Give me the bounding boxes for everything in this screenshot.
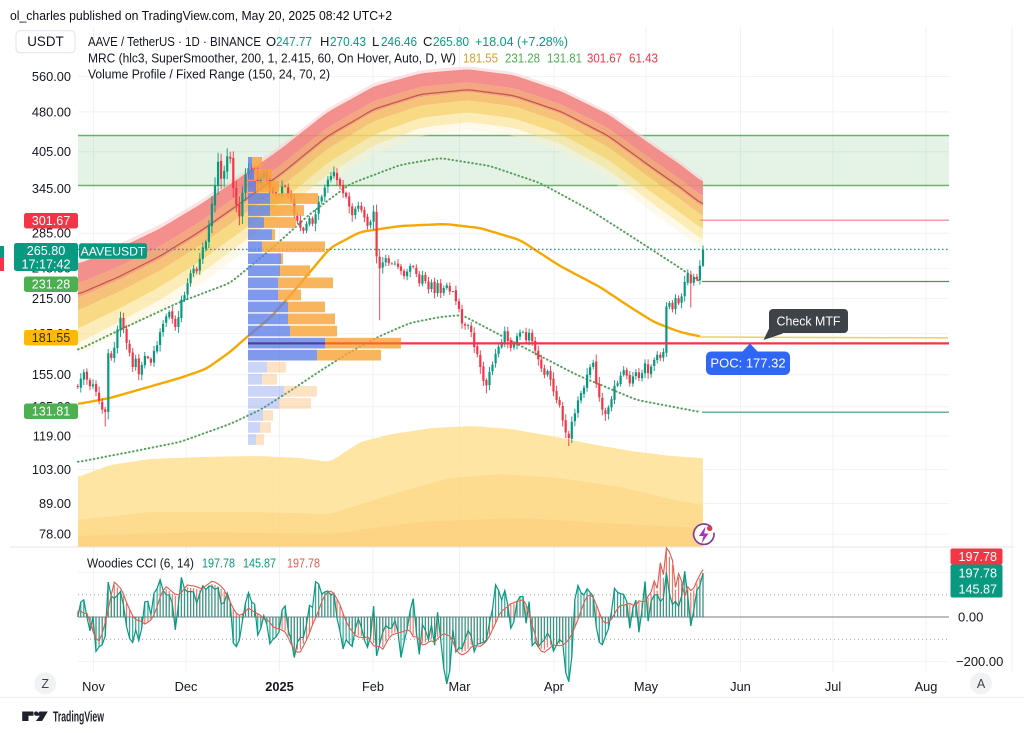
svg-text:O: O: [266, 34, 276, 49]
svg-text:265.80: 265.80: [27, 244, 66, 258]
svg-text:131.81: 131.81: [32, 405, 71, 419]
svg-text:231.28: 231.28: [32, 278, 71, 292]
svg-text:345.00: 345.00: [32, 181, 71, 196]
svg-text:145.87: 145.87: [243, 556, 276, 571]
svg-text:215.00: 215.00: [32, 291, 71, 306]
svg-text:May: May: [634, 679, 659, 694]
svg-text:+18.04 (+7.28%): +18.04 (+7.28%): [475, 34, 568, 49]
svg-text:AAVEUSDT: AAVEUSDT: [81, 244, 146, 258]
svg-text:17:17:42: 17:17:42: [21, 257, 70, 271]
svg-text:C: C: [423, 34, 432, 49]
svg-text:Volume Profile / Fixed Range (: Volume Profile / Fixed Range (150, 24, 7…: [88, 67, 330, 82]
svg-text:231.28: 231.28: [505, 50, 540, 65]
svg-text:197.78: 197.78: [287, 556, 320, 571]
svg-text:285.00: 285.00: [32, 226, 71, 241]
svg-text:Dec: Dec: [175, 679, 198, 694]
svg-text:480.00: 480.00: [32, 105, 71, 120]
svg-text:155.00: 155.00: [32, 367, 71, 382]
svg-text:Jun: Jun: [730, 679, 751, 694]
svg-text:301.67: 301.67: [587, 50, 622, 65]
svg-text:POC: 177.32: POC: 177.32: [710, 356, 785, 371]
svg-text:H: H: [320, 34, 329, 49]
svg-text:Woodies CCI (6, 14): Woodies CCI (6, 14): [87, 556, 194, 571]
svg-text:L: L: [372, 34, 379, 49]
svg-text:2025: 2025: [265, 679, 293, 694]
svg-text:Nov: Nov: [82, 679, 105, 694]
svg-text:181.55: 181.55: [463, 50, 498, 65]
svg-text:61.43: 61.43: [629, 50, 658, 65]
svg-text:Feb: Feb: [362, 679, 384, 694]
svg-text:Aug: Aug: [915, 679, 938, 694]
svg-text:131.81: 131.81: [547, 50, 582, 65]
svg-text:Mar: Mar: [448, 679, 471, 694]
svg-text:560.00: 560.00: [32, 69, 71, 84]
svg-text:78.00: 78.00: [39, 526, 71, 541]
svg-text:Z: Z: [41, 677, 49, 691]
svg-text:ol_charles published on Tradin: ol_charles published on TradingView.com,…: [10, 8, 392, 23]
svg-text:89.00: 89.00: [39, 496, 71, 511]
svg-text:TradingView: TradingView: [53, 710, 104, 726]
svg-text:270.43: 270.43: [330, 34, 366, 49]
svg-text:119.00: 119.00: [33, 428, 71, 443]
svg-text:145.87: 145.87: [958, 583, 997, 597]
svg-text:AAVE / TetherUS · 1D · BINANCE: AAVE / TetherUS · 1D · BINANCE: [88, 34, 261, 49]
svg-text:197.78: 197.78: [958, 550, 997, 564]
svg-text:197.78: 197.78: [202, 556, 235, 571]
svg-text:Check MTF: Check MTF: [777, 314, 841, 329]
svg-text:MRC (hlc3, SuperSmoother, 200,: MRC (hlc3, SuperSmoother, 200, 1, 2.415,…: [88, 50, 456, 65]
svg-text:247.77: 247.77: [276, 34, 312, 49]
svg-text:301.67: 301.67: [32, 214, 71, 228]
svg-text:246.46: 246.46: [381, 34, 417, 49]
svg-text:0.00: 0.00: [958, 610, 983, 625]
svg-text:USDT: USDT: [27, 34, 63, 49]
svg-text:197.78: 197.78: [958, 567, 997, 581]
svg-text:Jul: Jul: [825, 679, 841, 694]
svg-text:103.00: 103.00: [32, 462, 71, 477]
svg-text:181.55: 181.55: [32, 331, 71, 345]
svg-text:405.00: 405.00: [32, 144, 71, 159]
svg-text:265.80: 265.80: [433, 34, 469, 49]
svg-text:−200.00: −200.00: [956, 654, 1003, 669]
svg-text:A: A: [977, 677, 986, 691]
svg-text:Apr: Apr: [544, 679, 565, 694]
